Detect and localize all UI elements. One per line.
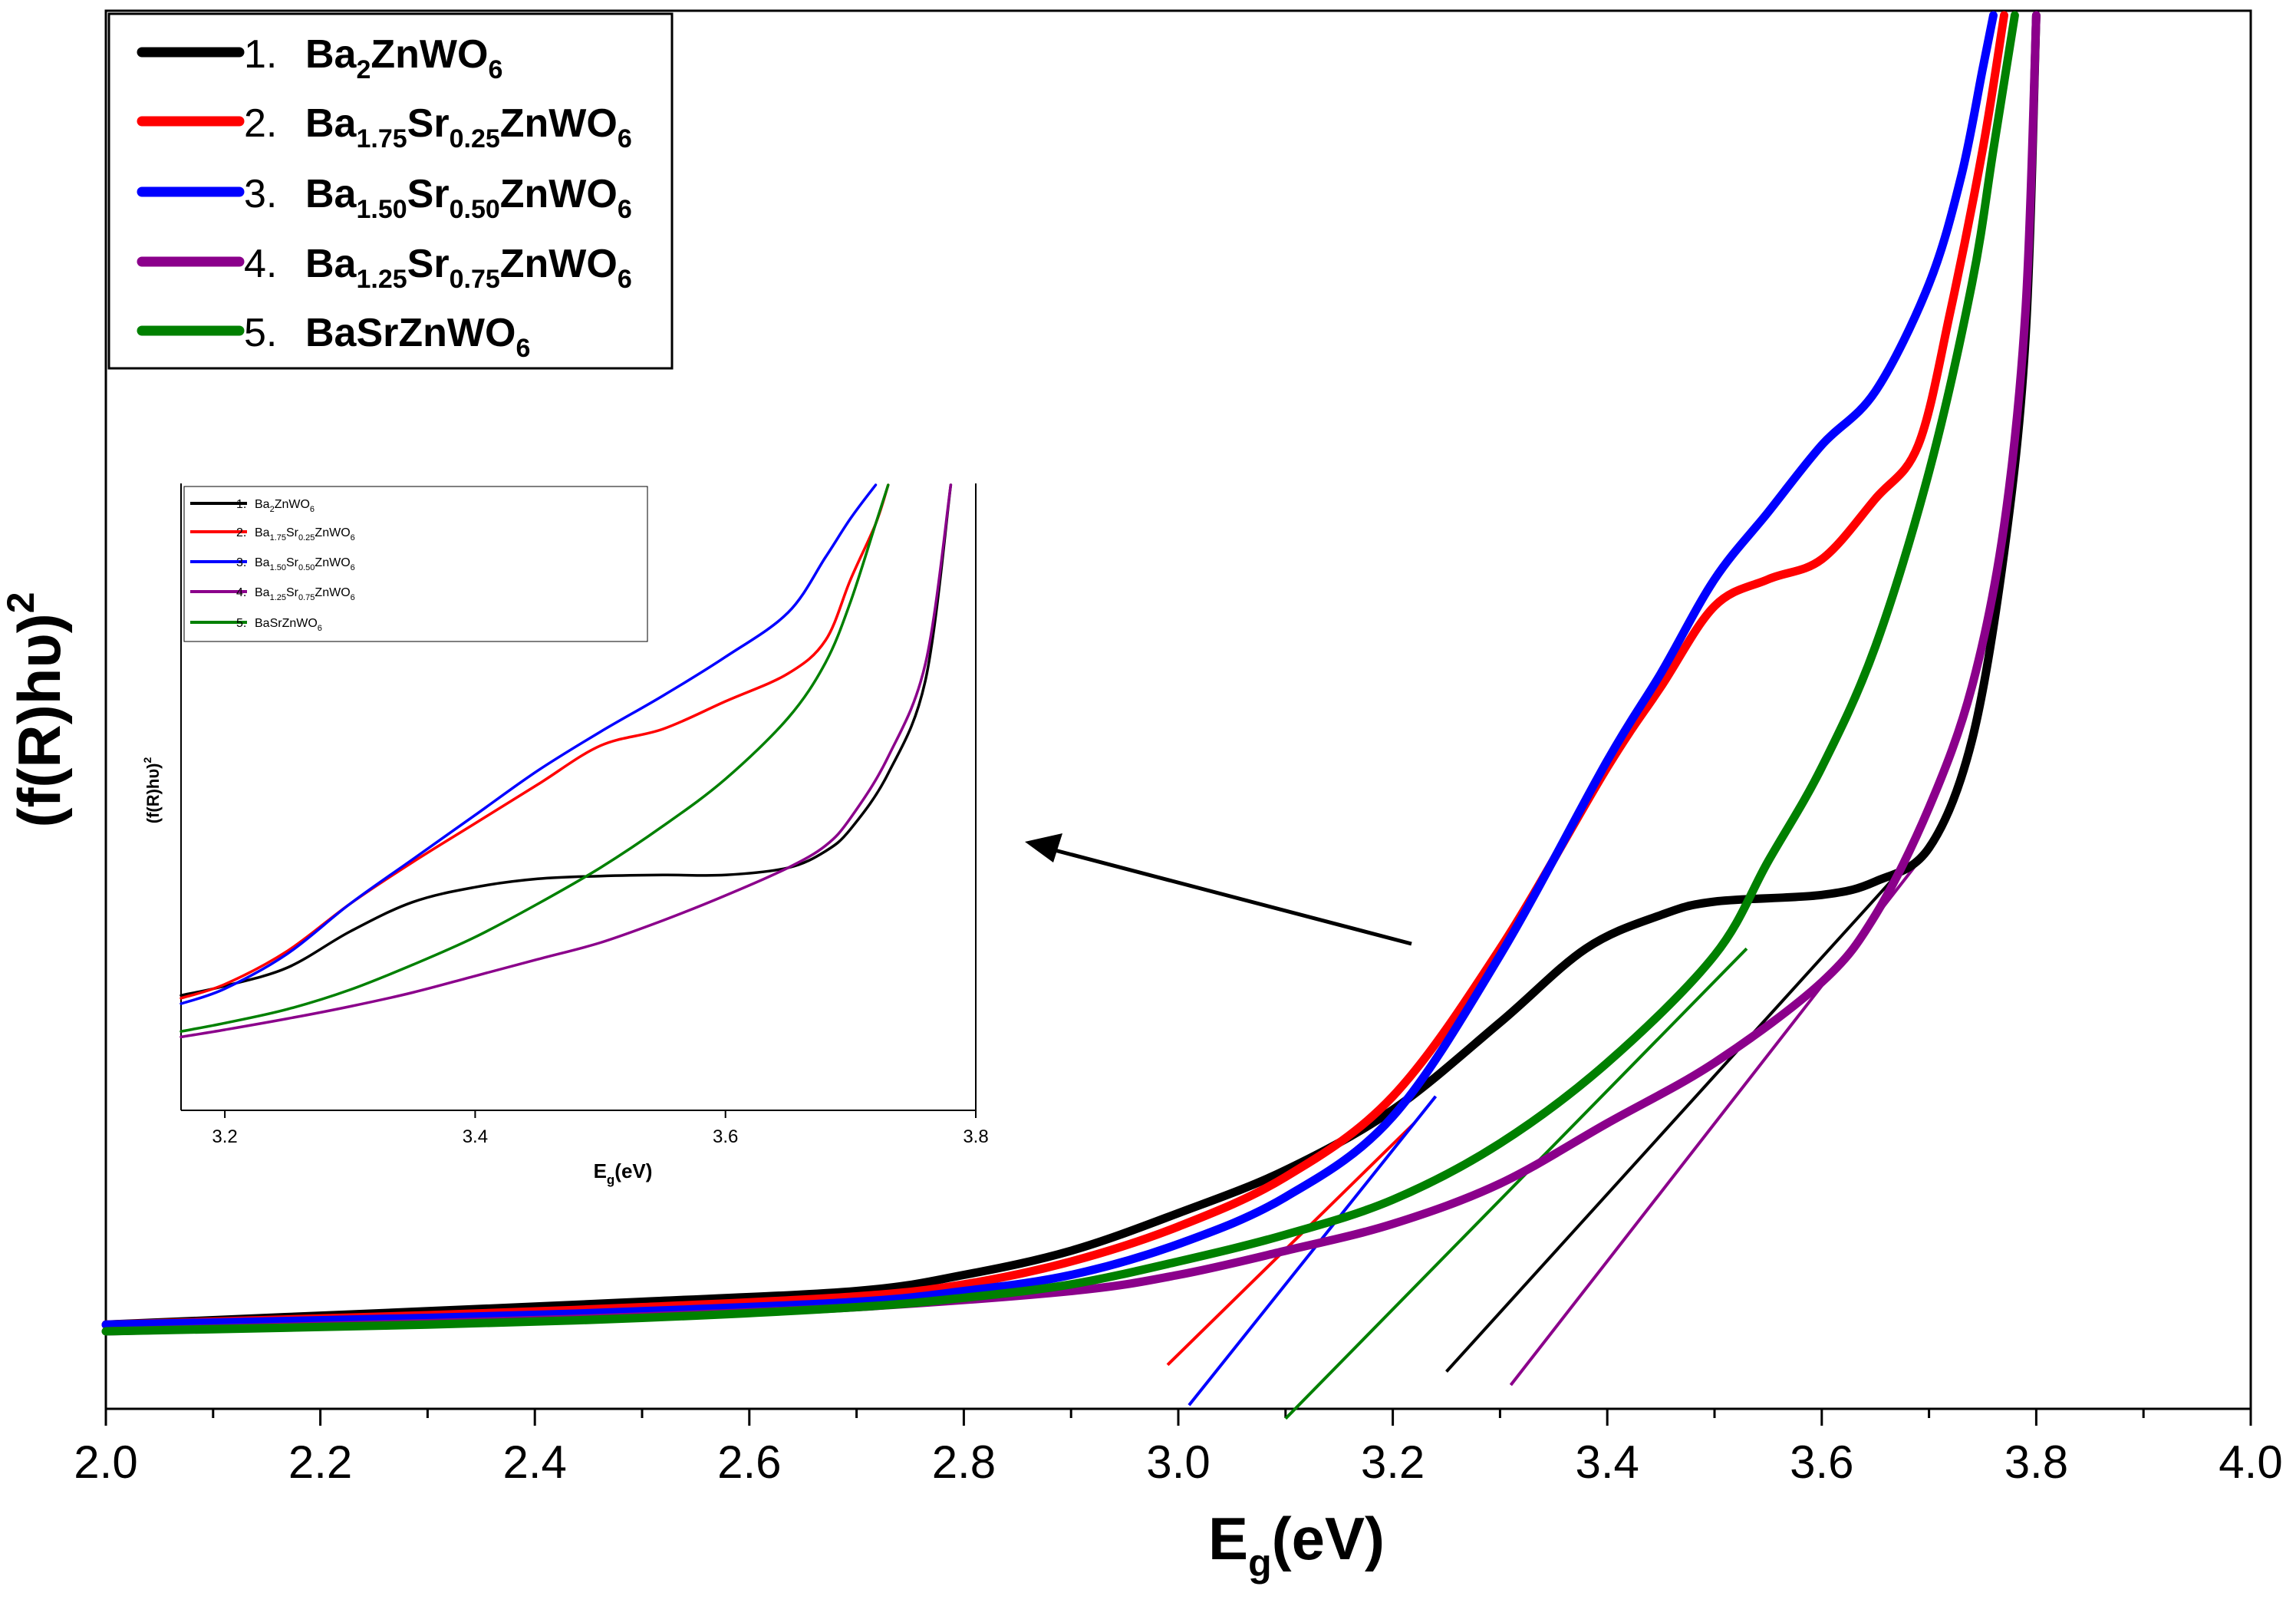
inset-x-tick-label: 3.4 bbox=[463, 1126, 488, 1147]
legend-items: 1. Ba2ZnWO6 2. Ba1.75Sr0.25ZnWO6 3. Ba1.50Sr0… bbox=[137, 32, 632, 363]
x-axis-title-main: E bbox=[1208, 1505, 1248, 1572]
x-tick-label: 2.8 bbox=[932, 1436, 996, 1488]
x-tick-label: 3.6 bbox=[1790, 1436, 1853, 1488]
legend-label-ba2znwo6: Ba2ZnWO6 bbox=[305, 32, 502, 84]
x-axis-ticks: 2.0 2.2 2.4 2.6 2.8 3.0 3.2 3.4 3.6 3.8 4.0 bbox=[74, 1409, 2283, 1488]
inset-series-line-ba2znwo6 bbox=[180, 483, 953, 997]
inset-y-axis-title: (f(R)hυ)2 bbox=[141, 757, 163, 824]
x-tick-label: 3.0 bbox=[1146, 1436, 1210, 1488]
y-axis-title-main: (f(R)hυ) bbox=[5, 613, 73, 827]
inset-legend-label-ba1-50sr0-50znwo6: Ba1.50Sr0.50ZnWO6 bbox=[255, 556, 355, 572]
x-tick-label: 3.2 bbox=[1361, 1436, 1425, 1488]
inset-y-axis-title-main: (f(R)hυ) bbox=[143, 763, 163, 824]
inset-pointer-arrow bbox=[1025, 833, 1412, 946]
x-tick-label: 2.2 bbox=[288, 1436, 352, 1488]
legend-number: 1. bbox=[244, 32, 277, 77]
x-axis-title: Eg(eV) bbox=[1208, 1505, 1385, 1585]
legend-label-ba1-25sr0-75znwo6: Ba1.25Sr0.75ZnWO6 bbox=[305, 242, 632, 294]
series-line-basrznwo6 bbox=[101, 11, 2019, 1336]
inset-y-axis-title-sup: 2 bbox=[141, 757, 153, 763]
legend: 1. Ba2ZnWO6 2. Ba1.75Sr0.25ZnWO6 3. Ba1.50Sr0… bbox=[107, 12, 674, 370]
inset-legend-label-ba1-25sr0-75znwo6: Ba1.25Sr0.75ZnWO6 bbox=[255, 586, 355, 602]
x-tick-label: 2.6 bbox=[717, 1436, 781, 1488]
x-axis-title-rest: (eV) bbox=[1272, 1505, 1385, 1572]
inset-x-tick-label: 3.6 bbox=[713, 1126, 738, 1147]
inset-series-line-ba1-75sr0-25znwo6 bbox=[180, 483, 890, 1000]
inset-x-tick-label: 3.2 bbox=[212, 1126, 237, 1147]
inset-x-axis-title-main: E bbox=[594, 1159, 607, 1182]
legend-label-basrznwo6: BaSrZnWO6 bbox=[305, 311, 530, 363]
tangent-line-basrznwo6 bbox=[1284, 947, 1748, 1420]
inset-legend-box bbox=[183, 486, 648, 642]
legend-label-ba1-75sr0-25znwo6: Ba1.75Sr0.25ZnWO6 bbox=[305, 101, 632, 153]
inset-x-axis-title-sub: g bbox=[607, 1172, 614, 1187]
series-line-ba2znwo6 bbox=[101, 11, 2041, 1329]
x-tick-label: 2.4 bbox=[502, 1436, 566, 1488]
inset-series-line-ba1-25sr0-75znwo6 bbox=[180, 483, 953, 1039]
inset-series-line-ba1-50sr0-50znwo6 bbox=[180, 483, 878, 1005]
series-curves bbox=[101, 11, 2041, 1336]
legend-number: 2. bbox=[244, 101, 277, 146]
legend-number: 3. bbox=[244, 172, 277, 216]
y-axis-title: (f(R)hυ)2 bbox=[0, 592, 73, 827]
legend-label-ba1-50sr0-50znwo6: Ba1.50Sr0.50ZnWO6 bbox=[305, 172, 632, 224]
inset-legend-label-ba1-75sr0-25znwo6: Ba1.75Sr0.25ZnWO6 bbox=[255, 526, 355, 543]
inset-legend-number: 4. bbox=[236, 586, 246, 599]
tangent-line-ba1-50sr0-50znwo6 bbox=[1188, 1095, 1438, 1407]
x-tick-label: 3.8 bbox=[2004, 1436, 2068, 1488]
inset-x-tick-label: 3.8 bbox=[963, 1126, 988, 1147]
legend-number: 4. bbox=[244, 242, 277, 286]
series-line-ba1-75sr0-25znwo6 bbox=[101, 11, 2008, 1329]
inset-legend-number: 2. bbox=[236, 526, 246, 539]
inset-series-line-basrznwo6 bbox=[180, 483, 890, 1033]
inset-series-curves bbox=[180, 483, 953, 1039]
inset-x-axis-ticks: 3.2 3.4 3.6 3.8 bbox=[212, 1110, 989, 1147]
y-axis-title-sup: 2 bbox=[0, 592, 42, 613]
x-axis-title-sub: g bbox=[1248, 1542, 1272, 1585]
x-tick-label: 3.4 bbox=[1575, 1436, 1639, 1488]
legend-number: 5. bbox=[244, 311, 277, 355]
inset-legend-label-basrznwo6: BaSrZnWO6 bbox=[255, 617, 322, 633]
inset-legend-label-ba2znwo6: Ba2ZnWO6 bbox=[255, 498, 315, 514]
inset-legend-items: 1. Ba2ZnWO6 2. Ba1.75Sr0.25ZnWO6 3. Ba1.50Sr0… bbox=[190, 498, 355, 633]
legend-box bbox=[107, 12, 674, 370]
x-tick-label: 2.0 bbox=[74, 1436, 137, 1488]
inset-chart: 3.2 3.4 3.6 3.8 Eg(eV) (f(R)hυ)2 1. Ba2ZnWO6… bbox=[141, 483, 989, 1187]
series-line-ba1-50sr0-50znwo6 bbox=[101, 11, 1998, 1329]
tangent-line-ba1-75sr0-25znwo6 bbox=[1166, 1122, 1415, 1367]
inset-legend-number: 5. bbox=[236, 617, 246, 630]
x-tick-label: 4.0 bbox=[2219, 1436, 2282, 1488]
inset-legend-number: 1. bbox=[236, 498, 246, 511]
inset-legend-number: 3. bbox=[236, 556, 246, 569]
inset-x-axis-title: Eg(eV) bbox=[594, 1159, 653, 1187]
tangent-line-ba2znwo6 bbox=[1445, 873, 1899, 1373]
inset-x-axis-title-rest: (eV) bbox=[614, 1159, 652, 1182]
tangent-lines bbox=[1166, 833, 1942, 1420]
